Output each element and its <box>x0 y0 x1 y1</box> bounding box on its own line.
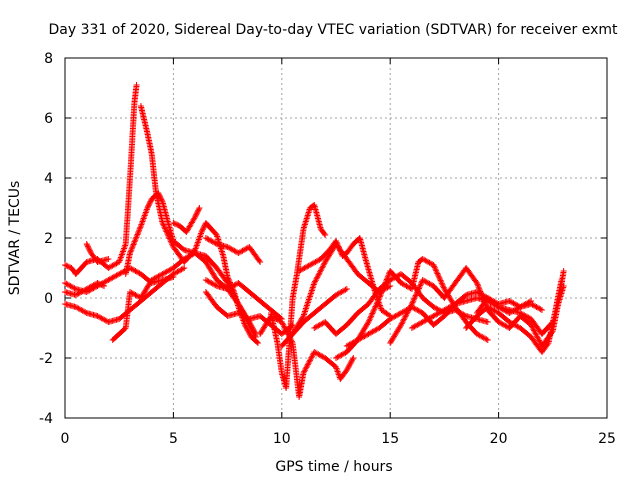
x-tick-label: 5 <box>169 431 178 447</box>
data-series-arc-18 <box>296 235 394 319</box>
data-markers <box>202 235 264 265</box>
data-series-arc-25 <box>473 295 545 316</box>
data-series-arc-13 <box>202 277 285 322</box>
data-series-arc-10 <box>170 205 203 235</box>
data-markers <box>83 241 112 265</box>
x-tick-label: 0 <box>61 431 70 447</box>
data-series-arc-4 <box>62 280 108 298</box>
data-markers <box>170 205 203 235</box>
x-tick-label: 10 <box>273 431 291 447</box>
chart-title: Day 331 of 2020, Sidereal Day-to-day VTE… <box>49 22 619 38</box>
x-tick-label: 15 <box>381 431 399 447</box>
y-tick-label: -2 <box>39 351 53 367</box>
x-axis-label: GPS time / hours <box>275 459 392 475</box>
data-series-arc-9 <box>122 190 259 340</box>
x-tick-label: 25 <box>598 431 616 447</box>
data-markers <box>62 280 108 298</box>
y-tick-label: 4 <box>44 171 53 187</box>
data-series-arc-3 <box>62 265 188 325</box>
y-tick-label: 6 <box>44 111 53 127</box>
data-markers <box>72 82 140 277</box>
y-tick-label: 8 <box>44 51 53 67</box>
data-markers <box>202 277 285 322</box>
data-markers <box>62 265 188 325</box>
data-markers <box>296 235 394 319</box>
data-series-arc-15 <box>268 202 329 391</box>
data-series-arc-6 <box>83 241 112 265</box>
data-series-arc-11 <box>202 235 264 265</box>
data-series-arc-16 <box>278 286 350 349</box>
data-markers <box>463 277 565 355</box>
data-markers <box>278 286 350 349</box>
y-tick-label: 2 <box>44 231 53 247</box>
data-series-arc-24 <box>463 277 565 355</box>
y-axis-label: SDTVAR / TECUs <box>7 181 23 296</box>
y-tick-label: -4 <box>39 411 53 427</box>
data-markers <box>122 190 259 340</box>
data-markers <box>473 295 545 316</box>
x-tick-label: 20 <box>490 431 508 447</box>
data-series-arc-5 <box>72 82 140 277</box>
y-tick-label: 0 <box>44 291 53 307</box>
data-markers <box>268 202 329 391</box>
